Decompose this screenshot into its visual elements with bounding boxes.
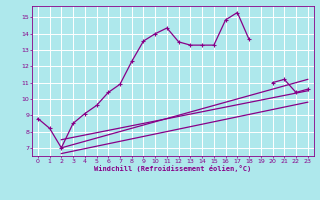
X-axis label: Windchill (Refroidissement éolien,°C): Windchill (Refroidissement éolien,°C)	[94, 165, 252, 172]
